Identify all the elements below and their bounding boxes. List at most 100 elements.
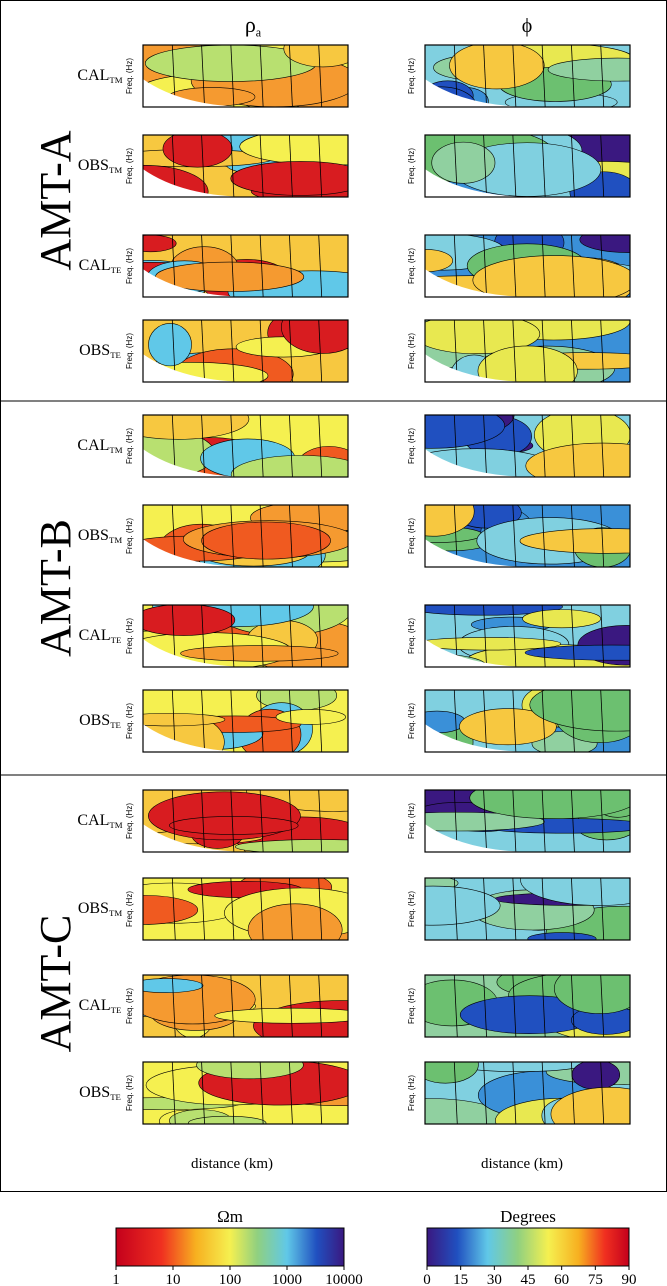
contour-blob xyxy=(162,135,233,168)
contour-blob xyxy=(180,645,339,662)
label-main: OBS xyxy=(78,527,109,544)
contour-blob xyxy=(275,709,346,725)
mask xyxy=(143,449,253,477)
contours xyxy=(425,975,630,1037)
colorbar xyxy=(115,1227,345,1267)
station-line xyxy=(318,790,323,852)
station-line xyxy=(571,320,575,382)
contour-blob xyxy=(148,323,192,367)
station-line xyxy=(600,1062,605,1124)
station-line xyxy=(571,1062,575,1124)
station-line xyxy=(259,790,264,852)
panel-frame xyxy=(424,1061,631,1125)
label: OBSTM xyxy=(78,157,122,175)
y-axis-label: Freq. (Hz) xyxy=(407,518,416,554)
station-line xyxy=(571,605,575,667)
label: OBSTM xyxy=(78,900,122,918)
y-axis-label: Freq. (Hz) xyxy=(125,891,134,927)
station-line xyxy=(571,790,575,852)
station-line xyxy=(289,235,293,297)
station-line xyxy=(512,1062,517,1124)
contour-blob xyxy=(425,505,475,537)
contour-blob xyxy=(281,320,348,354)
mask xyxy=(143,539,253,567)
label: OBSTM xyxy=(78,527,122,545)
station-line xyxy=(230,235,235,297)
colorbar-tick-label: 75 xyxy=(588,1272,603,1286)
station-line xyxy=(483,605,487,667)
label: ϕ xyxy=(522,15,533,37)
contour-blob xyxy=(477,345,578,382)
contour-blob xyxy=(472,255,630,297)
mask xyxy=(425,639,535,667)
station-line xyxy=(201,320,205,382)
station-line xyxy=(541,690,546,752)
station-line xyxy=(453,878,458,940)
contours xyxy=(425,1062,630,1124)
contours xyxy=(143,135,348,197)
contour-blob xyxy=(527,932,597,940)
station-line xyxy=(259,690,264,752)
mask xyxy=(143,824,253,852)
mask xyxy=(143,639,253,667)
station-line xyxy=(259,1062,264,1124)
station-line xyxy=(512,235,517,297)
contours xyxy=(425,505,630,567)
station-line xyxy=(201,690,205,752)
x-axis-label: distance (km) xyxy=(191,1156,273,1172)
station-line xyxy=(600,320,605,382)
station-line xyxy=(230,135,235,197)
contours xyxy=(425,320,630,382)
contour-blob xyxy=(550,1087,630,1124)
label-main: ϕ xyxy=(522,15,533,37)
mask xyxy=(425,169,535,197)
mask xyxy=(425,449,535,477)
label: OBSTE xyxy=(79,712,121,730)
contours xyxy=(143,235,348,297)
colorbar-tick-label: 100 xyxy=(219,1272,242,1286)
panel-frame xyxy=(424,44,631,108)
station-line xyxy=(571,135,575,197)
panel-frame xyxy=(424,689,631,753)
panel-frame xyxy=(424,134,631,198)
panel-frame xyxy=(424,234,631,298)
contours xyxy=(425,235,630,297)
station-line xyxy=(230,45,235,107)
station-line xyxy=(289,1062,293,1124)
contours xyxy=(143,975,348,1037)
label-sub: TM xyxy=(109,445,122,455)
contours xyxy=(425,605,630,667)
contour-blob xyxy=(425,1062,479,1084)
panel-frame xyxy=(424,504,631,568)
station-line xyxy=(571,235,575,297)
panel-frame xyxy=(142,877,349,941)
station-line xyxy=(483,1062,487,1124)
station-line xyxy=(512,320,517,382)
panel-frame xyxy=(142,234,349,298)
station-line xyxy=(201,790,205,852)
contour-blob xyxy=(247,903,343,940)
y-axis-label: Freq. (Hz) xyxy=(125,518,134,554)
pseudosection xyxy=(142,319,349,383)
pseudosection xyxy=(142,974,349,1038)
station-line xyxy=(541,415,546,477)
station-line xyxy=(259,45,264,107)
contour-blob xyxy=(553,975,630,1014)
station-line xyxy=(230,1062,235,1124)
pseudosection xyxy=(424,234,631,298)
station-line xyxy=(600,975,605,1037)
station-line xyxy=(289,878,293,940)
station-line xyxy=(541,135,546,197)
station-line xyxy=(600,45,605,107)
colorbar-title: Degrees xyxy=(500,1207,556,1226)
station-line xyxy=(230,975,235,1037)
station-line xyxy=(571,878,575,940)
station-line xyxy=(483,790,487,852)
pseudosection xyxy=(142,604,349,668)
station-line xyxy=(512,415,517,477)
label-main: CAL xyxy=(77,67,109,84)
contour-blob xyxy=(425,320,541,354)
station-line xyxy=(230,690,235,752)
contour-blob xyxy=(431,141,496,184)
contours xyxy=(425,790,630,852)
